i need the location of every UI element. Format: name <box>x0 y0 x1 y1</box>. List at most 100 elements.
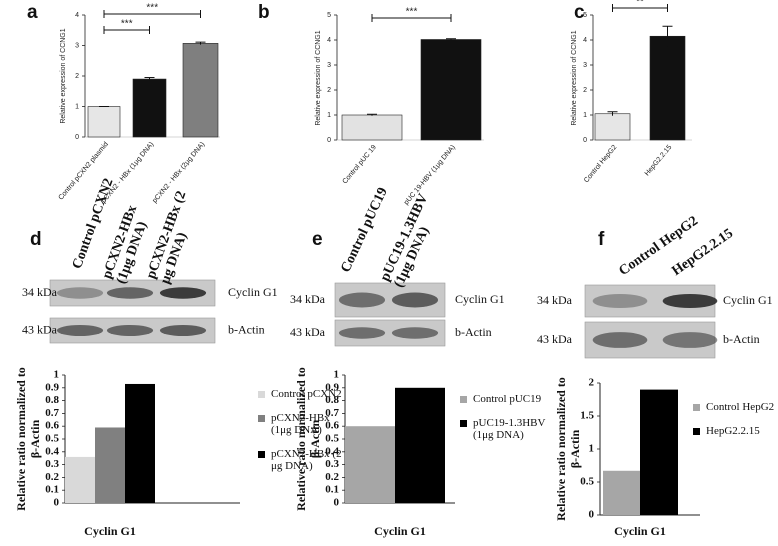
legend-swatch <box>693 428 700 435</box>
band-protein: Cyclin G1 <box>455 292 505 306</box>
x-tick-label: Control pUC 19 <box>342 144 378 186</box>
bar <box>603 470 640 515</box>
y-tick-label: 1 <box>589 443 595 455</box>
y-tick-label: 3 <box>327 62 331 69</box>
x-axis-label: Cyclin G1 <box>614 524 666 538</box>
error-bar <box>367 113 377 116</box>
y-tick-label: 2 <box>75 73 79 80</box>
bar <box>649 35 686 141</box>
y-tick-label: 0.3 <box>45 458 59 470</box>
band-size: 34 kDa <box>537 293 573 307</box>
panel-letter: a <box>27 2 38 23</box>
y-tick-label: 2 <box>327 87 331 94</box>
significance-label: *** <box>406 7 418 18</box>
error-bar <box>195 41 206 45</box>
y-tick-label: 3 <box>583 62 587 69</box>
blot-band <box>662 293 718 309</box>
legend-label: Control pUC19 <box>473 393 542 405</box>
panel-letter: e <box>312 229 323 250</box>
significance-label: *** <box>146 3 158 14</box>
bar <box>640 389 678 515</box>
y-tick-label: 1 <box>327 112 331 119</box>
y-tick-label: 0.4 <box>325 445 339 457</box>
blot-band <box>592 293 648 309</box>
legend-label: Control HepG2 <box>706 401 775 413</box>
blot-band <box>391 327 439 339</box>
y-tick-label: 0.6 <box>45 420 59 432</box>
bar <box>182 43 219 138</box>
band-protein: b-Actin <box>455 325 492 339</box>
significance-label: ** <box>636 0 644 8</box>
y-tick-label: 5 <box>583 12 587 19</box>
legend-item: Control HepG2 <box>693 401 778 413</box>
y-axis-label: Relative ratio normalized to β-Actin <box>14 367 42 511</box>
y-tick-label: 5 <box>327 12 331 19</box>
bar <box>95 427 125 503</box>
legend-label: pUC19-1.3HBV (1μg DNA) <box>473 417 546 441</box>
blot-band <box>338 292 386 308</box>
legend-label: pCXN2-HBx (2 μg DNA) <box>271 448 342 472</box>
y-tick-label: 0.4 <box>45 445 59 457</box>
blot-band <box>106 325 154 336</box>
legend-item: HepG2.2.15 <box>693 425 778 437</box>
y-tick-label: 0.2 <box>325 471 339 483</box>
y-tick-label: 4 <box>75 12 79 19</box>
band-size: 43 kDa <box>537 332 573 346</box>
y-tick-label: 3 <box>75 42 79 49</box>
y-axis-label: Relative ratio normalized to β-Actin <box>554 377 582 521</box>
y-axis-label: Relative expression of CCNG1 <box>315 30 322 125</box>
y-tick-label: 1 <box>583 112 587 119</box>
y-tick-label: 4 <box>327 37 331 44</box>
legend-swatch <box>258 415 265 422</box>
bar <box>125 383 155 503</box>
legend-label: HepG2.2.15 <box>706 425 760 437</box>
y-tick-label: 4 <box>583 37 587 44</box>
band-size: 43 kDa <box>290 325 326 339</box>
bar <box>65 456 95 503</box>
band-size: 34 kDa <box>22 285 58 299</box>
y-tick-label: 2 <box>589 377 595 389</box>
panel-letter: b <box>258 2 270 23</box>
legend-swatch <box>460 420 467 427</box>
legend-swatch <box>460 396 467 403</box>
legend-item: pCXN2-HBx (2 μg DNA) <box>258 448 350 472</box>
y-axis-label: Relative ratio normalized to β-Actin <box>294 367 322 511</box>
y-tick-label: 1.5 <box>580 410 594 422</box>
legend-item: Control pUC19 <box>460 393 552 405</box>
y-tick-label: 1 <box>54 369 60 381</box>
y-tick-label: 0.5 <box>325 433 339 445</box>
y-axis-label: Relative expression of CCNG1 <box>571 30 578 125</box>
bar <box>87 106 121 138</box>
bar <box>594 113 631 141</box>
x-tick-label: Control HepG2 <box>583 144 618 184</box>
significance-label: *** <box>121 19 133 30</box>
bar <box>132 78 167 138</box>
error-bar <box>446 38 456 41</box>
panel-letter: c <box>574 2 585 23</box>
bar <box>395 387 445 503</box>
legend-label: Control pCXN2 <box>271 388 342 400</box>
y-tick-label: 1 <box>334 369 340 381</box>
legend: Control pCXN2 pCXN2-HBx (1μg DNA) pCXN2-HB… <box>258 388 350 484</box>
blot-band <box>338 327 386 339</box>
band-size: 43 kDa <box>22 322 58 336</box>
y-tick-label: 0 <box>589 509 595 521</box>
error-bar <box>144 77 155 81</box>
legend: Control pUC19 pUC19-1.3HBV (1μg DNA) <box>460 393 552 453</box>
blot-band <box>159 287 207 299</box>
error-bar <box>662 25 673 47</box>
y-tick-label: 0 <box>327 137 331 144</box>
y-tick-label: 1 <box>75 103 79 110</box>
band-protein: b-Actin <box>723 332 760 346</box>
error-bar <box>607 111 618 116</box>
y-tick-label: 0.5 <box>580 476 594 488</box>
x-axis-label: Cyclin G1 <box>84 524 136 538</box>
blot-band <box>106 287 154 299</box>
y-tick-label: 0.8 <box>325 394 339 406</box>
blot-band <box>56 287 104 299</box>
y-tick-label: 0.9 <box>45 381 59 393</box>
y-tick-label: 0 <box>54 497 60 509</box>
y-tick-label: 0.5 <box>45 433 59 445</box>
